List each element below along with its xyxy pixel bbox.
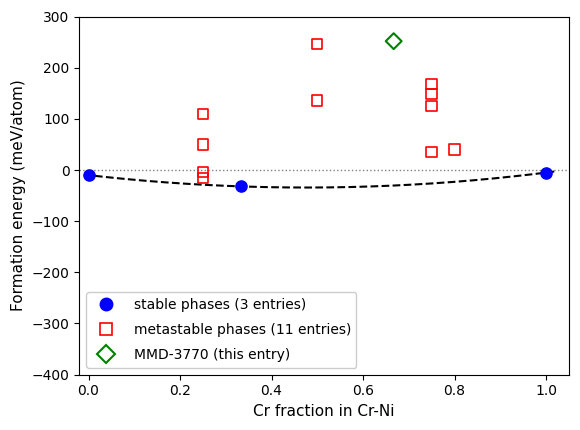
Legend: stable phases (3 entries), metastable phases (11 entries), MMD-3770 (this entry): stable phases (3 entries), metastable ph… <box>86 292 357 368</box>
Point <box>541 169 550 176</box>
Point <box>427 81 436 88</box>
Point <box>450 146 459 153</box>
Y-axis label: Formation energy (meV/atom): Formation energy (meV/atom) <box>11 80 26 311</box>
Point <box>198 174 208 181</box>
Point <box>198 141 208 148</box>
Point <box>313 97 322 104</box>
Point <box>84 172 93 178</box>
Point <box>427 149 436 156</box>
X-axis label: Cr fraction in Cr-Ni: Cr fraction in Cr-Ni <box>253 404 395 419</box>
Point <box>389 38 398 45</box>
Point <box>427 103 436 110</box>
Point <box>313 40 322 47</box>
Point <box>236 183 245 190</box>
Point <box>198 169 208 175</box>
Point <box>427 91 436 98</box>
Point <box>198 111 208 117</box>
